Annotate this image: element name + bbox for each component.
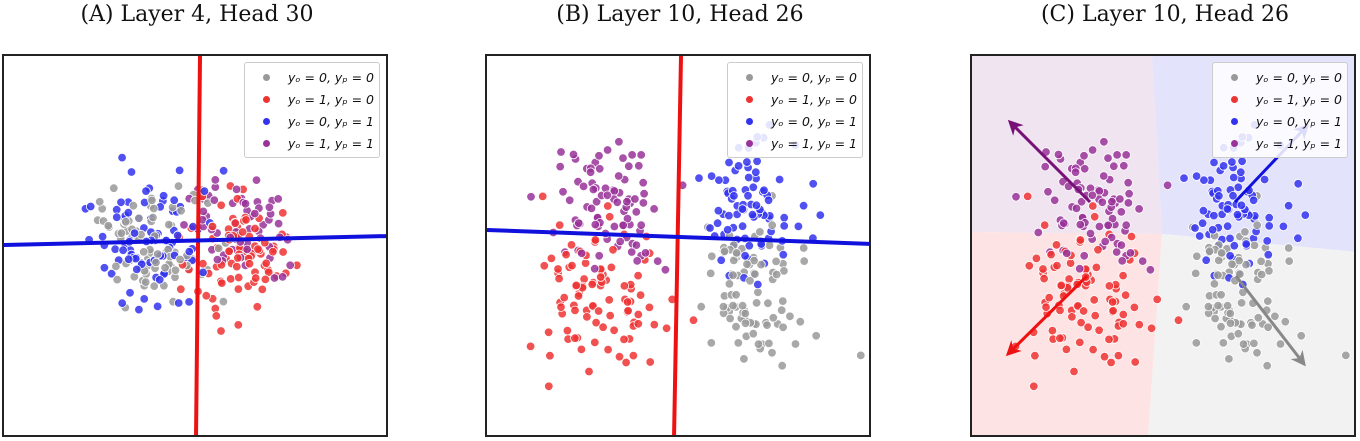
region-gray (1148, 234, 1354, 435)
red-probe-line (194, 56, 202, 435)
legend: yₒ = 0, yₚ = 0 yₒ = 1, yₚ = 0 yₒ = 0, yₚ… (244, 62, 380, 158)
panel-title: (A) Layer 4, Head 30 (80, 2, 314, 27)
legend-marker-icon (1231, 95, 1238, 103)
legend-marker-icon (746, 95, 753, 103)
data-points (525, 120, 866, 392)
legend-item: yₒ = 0, yₚ = 0 (734, 66, 858, 88)
legend-item: yₒ = 0, yₚ = 0 (251, 66, 375, 88)
red-probe-line (672, 56, 683, 435)
panel-b: (B) Layer 10, Head 26 yₒ = 0, yₚ = 0 yₒ … (485, 0, 875, 441)
legend-item: yₒ = 1, yₚ = 1 (1219, 132, 1343, 154)
legend-item: yₒ = 0, yₚ = 1 (734, 110, 858, 132)
legend-item: yₒ = 1, yₚ = 0 (251, 88, 375, 110)
plot-canvas (487, 56, 869, 435)
data-points (1010, 120, 1351, 392)
scatter-plot: yₒ = 0, yₚ = 0 yₒ = 1, yₚ = 0 yₒ = 0, yₚ… (970, 54, 1356, 437)
blue-probe-line (487, 228, 869, 246)
legend-marker-icon (1231, 117, 1238, 125)
legend-item: yₒ = 1, yₚ = 0 (1219, 88, 1343, 110)
legend-item: yₒ = 1, yₚ = 1 (734, 132, 858, 154)
legend-item: yₒ = 0, yₚ = 1 (251, 110, 375, 132)
blue-probe-line (4, 234, 386, 247)
legend: yₒ = 0, yₚ = 0 yₒ = 1, yₚ = 0 yₒ = 0, yₚ… (1212, 62, 1348, 158)
purple-arrow (1007, 119, 1092, 204)
legend-marker-icon (746, 139, 753, 147)
plot-canvas (4, 56, 386, 435)
legend-marker-icon (1231, 73, 1238, 81)
legend-item: yₒ = 1, yₚ = 1 (251, 132, 375, 154)
data-points (80, 152, 302, 336)
scatter-plot: yₒ = 0, yₚ = 0 yₒ = 1, yₚ = 0 yₒ = 0, yₚ… (2, 54, 388, 437)
legend-item: yₒ = 0, yₚ = 0 (1219, 66, 1343, 88)
legend-marker-icon (263, 139, 270, 147)
legend-item: yₒ = 0, yₚ = 1 (1219, 110, 1343, 132)
panel-c: (C) Layer 10, Head 26 yₒ = 0, yₚ = 0 yₒ … (970, 0, 1360, 441)
region-purple (972, 56, 1162, 234)
legend-marker-icon (263, 95, 270, 103)
legend-marker-icon (263, 73, 270, 81)
panel-title: (B) Layer 10, Head 26 (556, 2, 804, 27)
scatter-plot: yₒ = 0, yₚ = 0 yₒ = 1, yₚ = 0 yₒ = 0, yₚ… (485, 54, 871, 437)
legend-marker-icon (263, 117, 270, 125)
legend-marker-icon (746, 117, 753, 125)
legend-item: yₒ = 1, yₚ = 0 (734, 88, 858, 110)
legend-marker-icon (746, 73, 753, 81)
panel-a: (A) Layer 4, Head 30 yₒ = 0, yₚ = 0 yₒ =… (2, 0, 392, 441)
legend-marker-icon (1231, 139, 1238, 147)
legend: yₒ = 0, yₚ = 0 yₒ = 1, yₚ = 0 yₒ = 0, yₚ… (727, 62, 863, 158)
gray-arrow (1234, 275, 1306, 367)
red-arrow (1005, 274, 1089, 357)
panel-title: (C) Layer 10, Head 26 (1040, 2, 1290, 27)
